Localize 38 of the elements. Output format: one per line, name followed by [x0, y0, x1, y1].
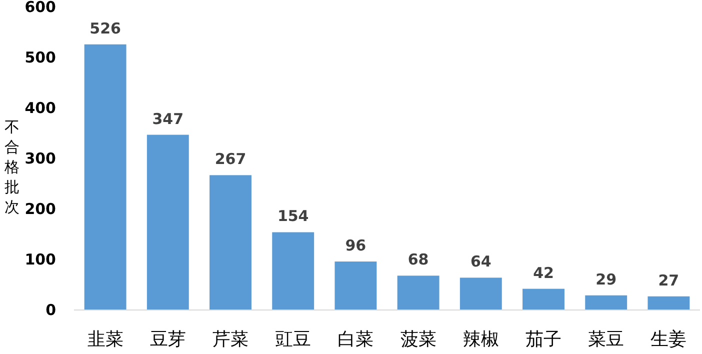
y-tick-label: 100: [24, 250, 56, 268]
bar: [522, 288, 564, 310]
data-label: 29: [596, 270, 617, 288]
y-tick-label: 400: [24, 99, 56, 117]
data-label: 27: [658, 271, 680, 290]
y-tick-label: 200: [24, 200, 56, 218]
data-label: 347: [152, 110, 184, 128]
y-tick-label: 0: [46, 301, 56, 319]
x-tick-label: 菜豆: [588, 329, 624, 350]
x-tick-label: 白菜: [338, 329, 374, 350]
data-label: 42: [533, 264, 554, 282]
data-label: 154: [277, 207, 309, 226]
x-tick-label: 菠菜: [400, 329, 436, 350]
x-tick-label: 茄子: [526, 329, 562, 350]
x-tick-label: 豇豆: [275, 329, 312, 350]
x-tick-label: 韭菜: [87, 329, 124, 350]
bar: [146, 134, 189, 310]
data-label: 267: [214, 150, 246, 168]
data-label: 64: [470, 252, 492, 271]
data-label: 68: [408, 250, 429, 269]
x-tick-label: 芹菜: [212, 329, 248, 350]
data-label: 526: [90, 19, 121, 38]
bar: [210, 175, 252, 310]
x-tick-label: 辣椒: [462, 329, 499, 350]
bar: [272, 232, 314, 310]
data-label: 96: [345, 236, 366, 255]
y-tick-label: 600: [24, 0, 56, 16]
y-tick-label: 300: [24, 150, 56, 168]
bar: [397, 276, 440, 310]
x-tick-label: 生姜: [650, 329, 687, 350]
bar: [84, 44, 126, 310]
y-axis-title: 不合格批次: [4, 118, 20, 216]
y-tick-label: 500: [24, 48, 56, 66]
x-tick-label: 豆芽: [150, 329, 186, 350]
bar: [334, 262, 377, 310]
bar: [460, 278, 502, 310]
bar: [648, 296, 690, 310]
bar: [585, 295, 628, 310]
